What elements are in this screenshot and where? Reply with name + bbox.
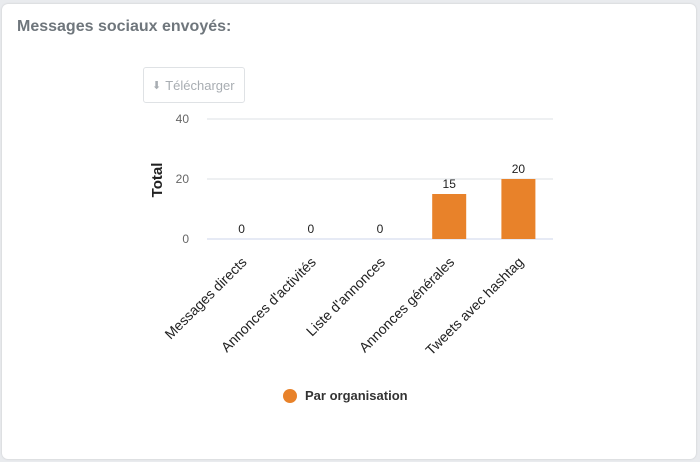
download-button-label: Télécharger [165, 77, 235, 93]
chart-panel [2, 4, 696, 459]
legend-label: Par organisation [305, 388, 408, 403]
legend-marker-icon [283, 388, 297, 403]
download-arrow-icon: ⬇ [152, 79, 162, 92]
legend-item[interactable]: Par organisation [283, 388, 408, 403]
download-button[interactable]: ⬇ Télécharger [143, 67, 245, 103]
panel-title: Messages sociaux envoyés: [17, 18, 232, 35]
